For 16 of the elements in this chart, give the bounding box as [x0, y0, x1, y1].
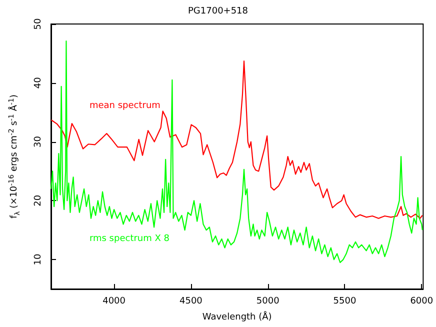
- x-tick-label: 4500: [180, 296, 203, 306]
- x-tick-label: 6000: [410, 296, 434, 306]
- series-label: rms spectrum X 8: [89, 234, 170, 244]
- x-tick-label: 5500: [333, 296, 356, 306]
- x-axis-title: Wavelength (Å): [202, 310, 272, 322]
- x-tick-label: 5000: [256, 296, 280, 306]
- x-tick-label: 4000: [102, 296, 126, 306]
- y-tick-label: 10: [34, 254, 44, 266]
- y-tick-label: 20: [34, 194, 44, 206]
- y-tick-label: 40: [34, 76, 44, 89]
- line-series: [50, 40, 423, 264]
- y-tick-label: 50: [34, 18, 44, 30]
- series-label: mean spectrum: [89, 101, 160, 112]
- chart-title: PG1700+518: [188, 6, 248, 16]
- y-tick-label: 30: [34, 136, 44, 148]
- line-series: [50, 60, 423, 219]
